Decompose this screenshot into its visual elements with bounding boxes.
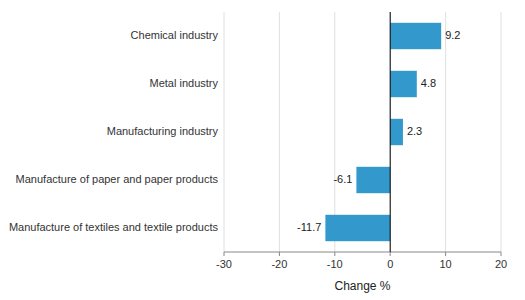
tick-mark bbox=[445, 252, 446, 256]
tick-mark bbox=[501, 252, 502, 256]
category-labels: Manufacture of textiles and textile prod… bbox=[9, 29, 219, 233]
chart: Manufacture of textiles and textile prod… bbox=[0, 0, 525, 300]
axis-line bbox=[224, 252, 501, 253]
category-label: Metal industry bbox=[150, 77, 219, 89]
tick-mark bbox=[224, 252, 225, 256]
grid bbox=[224, 12, 501, 252]
bar bbox=[390, 23, 441, 49]
grid-line bbox=[224, 12, 225, 252]
category-label: Manufacture of textiles and textile prod… bbox=[9, 221, 219, 233]
bar bbox=[390, 71, 417, 97]
bar bbox=[390, 119, 403, 145]
data-label: 9.2 bbox=[445, 29, 460, 41]
bar bbox=[325, 215, 390, 241]
tick-label: -10 bbox=[327, 258, 343, 270]
data-label: -11.7 bbox=[297, 221, 321, 233]
zero-line bbox=[390, 12, 391, 252]
tick-mark bbox=[390, 252, 391, 256]
tick-mark bbox=[279, 252, 280, 256]
tick-label: 0 bbox=[387, 258, 393, 270]
grid-line bbox=[501, 12, 502, 252]
data-label: 2.3 bbox=[407, 125, 422, 137]
category-label: Manufacturing industry bbox=[107, 125, 219, 137]
tick-label: -30 bbox=[216, 258, 232, 270]
tick-mark bbox=[334, 252, 335, 256]
data-label: 4.8 bbox=[421, 77, 436, 89]
category-label: Chemical industry bbox=[131, 29, 219, 41]
tick-label: 20 bbox=[495, 258, 507, 270]
bar bbox=[356, 167, 390, 193]
grid-line bbox=[279, 12, 280, 252]
grid-line bbox=[390, 12, 391, 252]
tick-label: -20 bbox=[271, 258, 287, 270]
data-labels: -11.7 -6.1 2.3 4.8 9.2 bbox=[297, 29, 460, 233]
grid-line bbox=[445, 12, 446, 252]
data-label: -6.1 bbox=[333, 173, 352, 185]
category-label: Manufacture of paper and paper products bbox=[16, 173, 219, 185]
bars bbox=[325, 23, 441, 241]
x-axis-label: Change % bbox=[334, 279, 390, 293]
x-axis: -30 -20 -10 0 10 20 bbox=[216, 252, 507, 270]
tick-label: 10 bbox=[439, 258, 451, 270]
